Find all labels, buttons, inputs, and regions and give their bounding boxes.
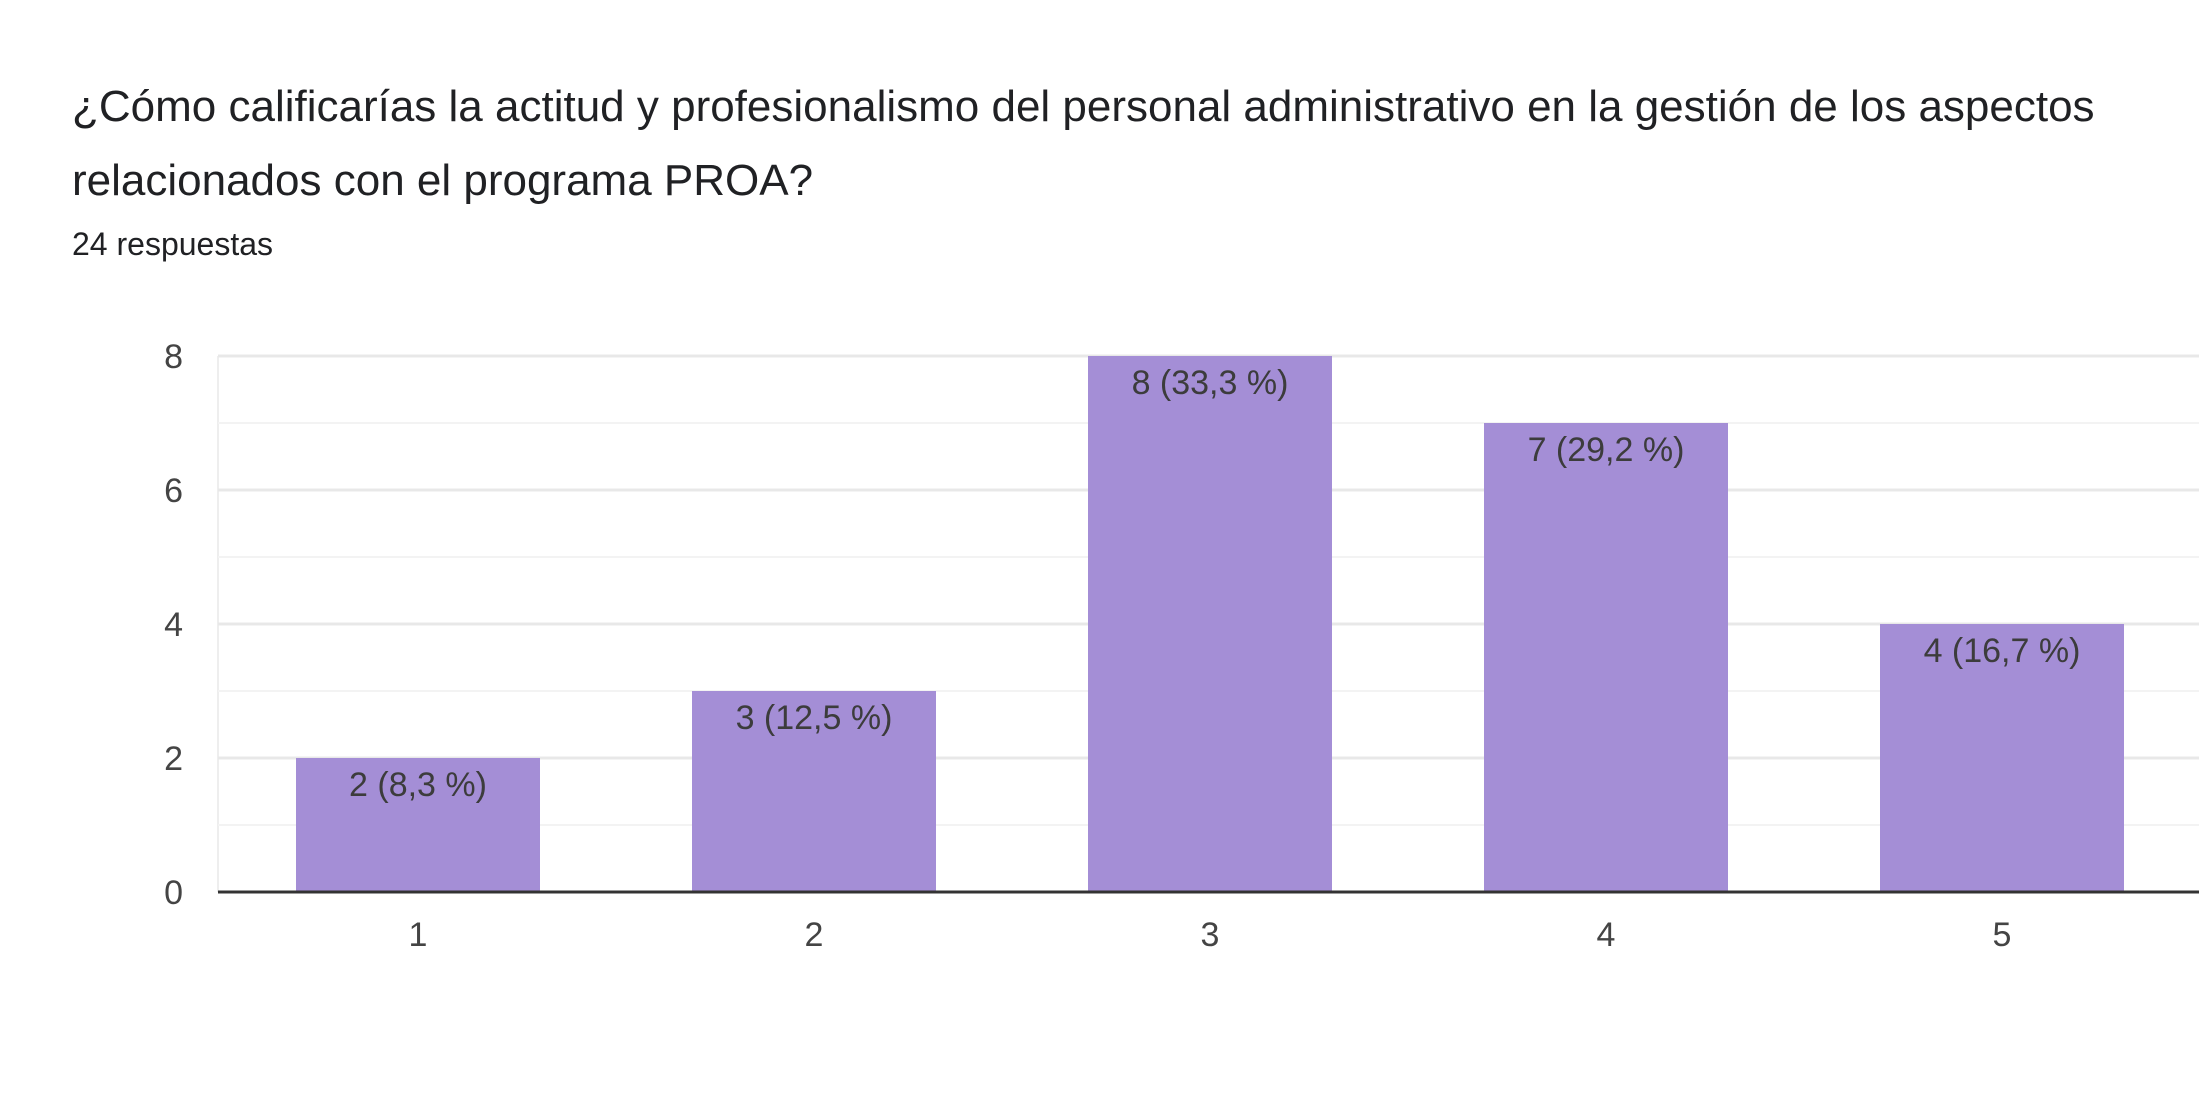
y-tick-label: 0 bbox=[164, 874, 183, 912]
bar bbox=[692, 691, 936, 892]
data-label: 4 (16,7 %) bbox=[1924, 632, 2081, 670]
bar bbox=[1088, 356, 1332, 892]
data-label: 2 (8,3 %) bbox=[349, 766, 487, 804]
data-label: 8 (33,3 %) bbox=[1132, 364, 1289, 402]
axes: 0 2 4 6 8 bbox=[164, 338, 2199, 912]
x-tick-label: 2 bbox=[805, 916, 824, 954]
x-tick-label: 3 bbox=[1201, 916, 1220, 954]
response-count: 24 respuestas bbox=[72, 226, 274, 262]
data-label: 7 (29,2 %) bbox=[1528, 431, 1685, 469]
y-tick-label: 4 bbox=[164, 606, 183, 644]
labels: 2 (8,3 %) 1 3 (12,5 %) 2 8 (33,3 %) 3 7 (29,2 … bbox=[349, 364, 2080, 954]
bars bbox=[296, 356, 2124, 892]
y-tick-label: 2 bbox=[164, 740, 183, 778]
x-tick-label: 4 bbox=[1597, 916, 1616, 954]
chart-header: ¿Cómo calificarías la actitud y profesio… bbox=[72, 70, 2132, 264]
bar bbox=[1484, 423, 1728, 892]
y-tick-label: 8 bbox=[164, 338, 183, 376]
x-tick-label: 5 bbox=[1993, 916, 2012, 954]
x-tick-label: 1 bbox=[409, 916, 428, 954]
question-title: ¿Cómo calificarías la actitud y profesio… bbox=[72, 82, 2095, 205]
data-label: 3 (12,5 %) bbox=[736, 699, 893, 737]
y-tick-label: 6 bbox=[164, 472, 183, 510]
bar bbox=[1880, 624, 2124, 892]
bar bbox=[296, 758, 540, 892]
